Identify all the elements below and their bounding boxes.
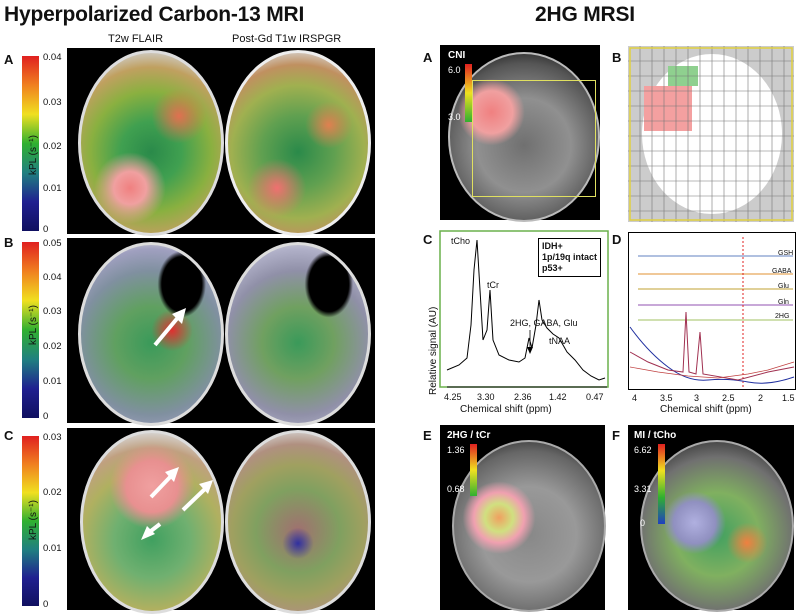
- tick-rd-4: 2: [758, 393, 764, 403]
- xlabel-rd: Chemical shift (ppm): [660, 404, 752, 415]
- trace-gaba: GABA: [772, 268, 792, 275]
- cbar-min-rf: 0: [640, 518, 646, 528]
- panel-label-re: E: [423, 428, 432, 443]
- brain-image-c2: [225, 430, 371, 614]
- brain-image-re: [452, 440, 606, 612]
- colorbar-c: [22, 436, 39, 606]
- brain-image-b2: [225, 242, 371, 426]
- colorbar-re: [470, 444, 477, 496]
- spectra-grid: [628, 46, 794, 222]
- trace-2hg: 2HG: [775, 313, 790, 320]
- axis-label-a: kPL (s⁻¹): [28, 135, 39, 175]
- panel-label-rd: D: [612, 232, 622, 247]
- tick-rd-1: 3.5: [660, 393, 673, 403]
- cbar-max-re: 1.36: [447, 445, 465, 455]
- brain-image-rf: [640, 440, 794, 612]
- ylabel-rc: Relative signal (AU): [428, 306, 439, 395]
- arrow-b: [153, 308, 186, 347]
- arrows-c: [141, 467, 213, 540]
- tick-c-3: 0: [43, 599, 49, 610]
- mrsi-grid-box: [472, 80, 596, 197]
- cbar-max-rf: 6.62: [634, 445, 652, 455]
- tick-b-4: 0.01: [43, 376, 62, 387]
- tick-c-1: 0.02: [43, 487, 62, 498]
- spectrum-d: [628, 232, 796, 390]
- spectrum-c: [439, 230, 609, 388]
- tick-rc-0: 4.25: [444, 392, 462, 402]
- axis-label-c: kPL (s⁻¹): [28, 500, 39, 540]
- peak-tcho: tCho: [451, 236, 471, 246]
- tick-a-4: 0: [43, 224, 49, 235]
- panel-label-rb: B: [612, 50, 622, 65]
- xlabel-rc: Chemical shift (ppm): [460, 404, 552, 415]
- tick-rd-3: 2.5: [722, 393, 735, 403]
- panel-label-ra: A: [423, 50, 433, 65]
- tick-a-1: 0.03: [43, 97, 62, 108]
- tick-rd-5: 1.5: [782, 393, 795, 403]
- panel-label-rf: F: [612, 428, 620, 443]
- map-title-re: 2HG / tCr: [447, 430, 491, 441]
- info-line-2: 1p/19q intact: [542, 252, 598, 262]
- tick-b-1: 0.04: [43, 272, 62, 283]
- axis-label-b: kPL (s⁻¹): [28, 305, 39, 345]
- tick-rd-2: 3: [694, 393, 700, 403]
- tumor-info-box: IDH+ 1p/19q intact p53+: [538, 238, 602, 277]
- brain-image-a2: [225, 50, 371, 236]
- colorbar-b: [22, 242, 39, 418]
- tick-rc-3: 1.42: [549, 392, 567, 402]
- cbar-max-ra: 6.0: [448, 65, 461, 75]
- tick-a-0: 0.04: [43, 52, 62, 63]
- peak-tcr: tCr: [487, 280, 499, 290]
- cbar-mid-rf: 3.31: [634, 484, 652, 494]
- tick-c-2: 0.01: [43, 543, 62, 554]
- tick-a-2: 0.02: [43, 141, 62, 152]
- tick-b-3: 0.02: [43, 341, 62, 352]
- tick-rd-0: 4: [632, 393, 638, 403]
- brain-image-a1: [78, 50, 224, 236]
- brain-image-b1: [78, 242, 224, 426]
- column-title-t1w: Post-Gd T1w IRSPGR: [232, 33, 342, 45]
- panel-label-b: B: [4, 235, 14, 250]
- column-title-flair: T2w FLAIR: [108, 33, 164, 45]
- cbar-mid-ra: 3.0: [448, 112, 461, 122]
- panel-label-a: A: [4, 52, 14, 67]
- map-title-rf: MI / tCho: [634, 430, 677, 441]
- colorbar-rf: [658, 444, 665, 524]
- trace-gln: Gln: [778, 299, 789, 306]
- cbar-mid-re: 0.68: [447, 484, 465, 494]
- tick-rc-1: 3.30: [477, 392, 495, 402]
- right-figure-title: 2HG MRSI: [535, 3, 635, 26]
- colorbar-ra: [465, 64, 472, 122]
- peak-2hg-gaba-glu: 2HG, GABA, Glu: [510, 318, 578, 328]
- tick-c-0: 0.03: [43, 432, 62, 443]
- colorbar-a: [22, 56, 39, 231]
- tick-rc-4: 0.47: [586, 392, 604, 402]
- tick-b-0: 0.05: [43, 238, 62, 249]
- info-line-3: p53+: [542, 263, 563, 273]
- panel-label-c: C: [4, 428, 14, 443]
- tick-rc-2: 2.36: [514, 392, 532, 402]
- trace-gsh: GSH: [778, 250, 794, 257]
- info-line-1: IDH+: [542, 241, 563, 251]
- trace-glu: Glu: [778, 283, 789, 290]
- brain-image-ra: [448, 52, 600, 222]
- tick-b-5: 0: [43, 411, 49, 422]
- cbar-title-ra: CNI: [448, 50, 466, 61]
- panel-label-rc: C: [423, 232, 433, 247]
- tick-b-2: 0.03: [43, 306, 62, 317]
- peak-tnaa: tNAA: [549, 336, 571, 346]
- left-figure-title: Hyperpolarized Carbon-13 MRI: [4, 3, 305, 26]
- tick-a-3: 0.01: [43, 183, 62, 194]
